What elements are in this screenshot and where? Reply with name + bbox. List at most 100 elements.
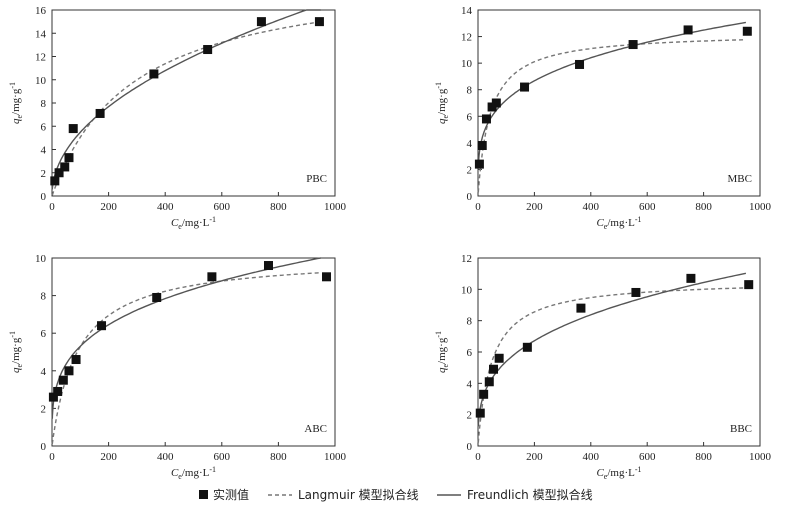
- x-axis-label-main: C: [596, 217, 604, 229]
- y-axis-label-unit: /mg·g: [10, 88, 22, 115]
- x-tick-label: 0: [475, 451, 481, 463]
- y-tick-label: 0: [41, 191, 47, 203]
- y-tick-label: 2: [467, 410, 473, 422]
- y-tick-label: 6: [467, 347, 473, 359]
- x-tick-label: 1000: [324, 451, 347, 463]
- y-axis-label: qe/mg·g-1: [434, 82, 450, 124]
- x-axis-label-sub: e: [604, 472, 608, 481]
- measured-point: [474, 159, 484, 169]
- x-tick-label: 600: [214, 201, 231, 213]
- plot-frame: [51, 257, 336, 447]
- measured-point: [479, 389, 489, 399]
- y-axis-label-main: q: [436, 367, 448, 373]
- y-axis-label-sub: e: [441, 115, 450, 119]
- panel-label: MBC: [728, 173, 752, 185]
- measured-point: [628, 40, 638, 50]
- y-tick-label: 16: [35, 5, 47, 17]
- y-axis-label-exp: -1: [8, 331, 17, 338]
- y-axis-label-unit: /mg·g: [10, 337, 22, 364]
- measured-point: [64, 366, 74, 376]
- x-tick-label: 200: [526, 451, 543, 463]
- y-tick-label: 8: [467, 316, 473, 328]
- x-tick-label: 200: [526, 201, 543, 213]
- x-axis-label-exp: -1: [635, 465, 642, 474]
- freundlich-fit-line: [51, 9, 321, 190]
- measured-point: [50, 176, 60, 186]
- x-tick-label: 1000: [749, 451, 772, 463]
- x-tick-label: 600: [639, 451, 656, 463]
- x-axis-label-unit: /mg·L: [607, 217, 635, 229]
- measured-point: [576, 303, 586, 313]
- x-axis-label: Ce/mg·L-1: [171, 215, 216, 231]
- y-axis-label-main: q: [436, 118, 448, 124]
- y-tick-label: 2: [41, 403, 47, 415]
- y-axis-label-sub: e: [15, 115, 24, 119]
- plot-frame: [51, 9, 336, 197]
- measured-point: [494, 353, 504, 363]
- measured-point: [263, 261, 273, 271]
- x-axis-label-main: C: [596, 467, 604, 479]
- y-tick-label: 8: [467, 85, 473, 97]
- y-tick-label: 6: [467, 111, 473, 123]
- x-axis-label-sub: e: [178, 472, 182, 481]
- y-tick-label: 4: [41, 145, 47, 157]
- y-tick-label: 14: [461, 5, 473, 17]
- measured-point: [64, 153, 74, 163]
- x-axis-label-main: C: [171, 467, 179, 479]
- chart-panel-abc: 0 200 400 600 800 10000246810Ce/mg·L-1qe/mg·g…: [8, 253, 347, 481]
- measured-point: [68, 124, 78, 134]
- chart-panels: 0 200 400 600 800 10000246810121416Ce/mg·L-1q…: [8, 5, 772, 481]
- y-tick-label: 10: [461, 58, 473, 70]
- legend-measured-marker: [199, 490, 208, 499]
- x-tick-label: 200: [100, 451, 117, 463]
- x-tick-label: 400: [157, 451, 174, 463]
- x-tick-label: 1000: [324, 201, 347, 213]
- measured-point: [53, 386, 63, 396]
- measured-point: [203, 45, 213, 55]
- y-tick-label: 12: [35, 52, 46, 64]
- x-axis-label: Ce/mg·L-1: [596, 215, 641, 231]
- x-tick-label: 0: [49, 201, 55, 213]
- measured-point: [149, 69, 159, 79]
- y-tick-label: 2: [467, 164, 473, 176]
- x-tick-label: 1000: [749, 201, 772, 213]
- y-axis-label-unit: /mg·g: [436, 88, 448, 115]
- y-tick-label: 0: [41, 441, 47, 453]
- y-axis-label-sub: e: [15, 364, 24, 368]
- y-axis-label-exp: -1: [434, 82, 443, 89]
- y-tick-label: 8: [41, 98, 47, 110]
- langmuir-fit-line: [51, 272, 321, 444]
- x-axis-label-exp: -1: [209, 215, 216, 224]
- y-tick-label: 14: [35, 28, 47, 40]
- measured-point: [475, 408, 485, 418]
- x-axis-label-sub: e: [178, 222, 182, 231]
- measured-point: [683, 25, 693, 35]
- measured-point: [742, 26, 752, 36]
- langmuir-fit-line: [51, 21, 321, 196]
- x-tick-label: 800: [270, 201, 287, 213]
- chart-panel-pbc: 0 200 400 600 800 10000246810121416Ce/mg·L-1q…: [8, 5, 347, 231]
- langmuir-fit-line: [477, 39, 746, 193]
- measured-point: [54, 168, 64, 178]
- measured-point: [575, 59, 585, 69]
- y-axis-label-sub: e: [441, 364, 450, 368]
- y-tick-label: 10: [461, 284, 473, 296]
- measured-point: [520, 82, 530, 92]
- y-axis-label: qe/mg·g-1: [8, 331, 24, 373]
- freundlich-fit-line: [477, 21, 747, 168]
- x-tick-label: 200: [100, 201, 117, 213]
- measured-point: [481, 114, 491, 124]
- y-tick-label: 6: [41, 328, 47, 340]
- measured-point: [489, 364, 499, 374]
- y-axis-label-main: q: [10, 118, 22, 124]
- legend-freundlich-label: Freundlich 模型拟合线: [467, 487, 593, 502]
- panel-label: PBC: [306, 173, 327, 185]
- y-tick-label: 4: [467, 378, 473, 390]
- measured-point: [686, 273, 696, 283]
- x-tick-label: 600: [639, 201, 656, 213]
- measured-point: [60, 162, 70, 172]
- y-axis-label-main: q: [10, 367, 22, 373]
- x-tick-label: 800: [695, 201, 712, 213]
- panel-label: ABC: [304, 423, 327, 435]
